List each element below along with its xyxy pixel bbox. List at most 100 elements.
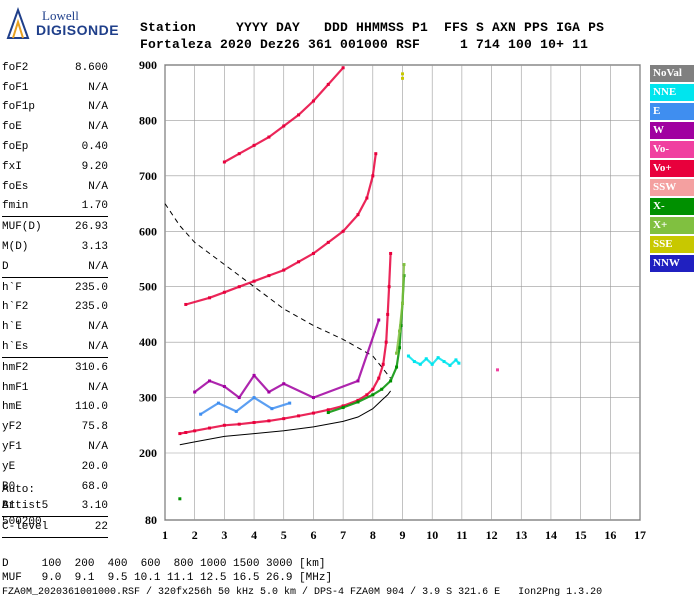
data-point xyxy=(371,393,375,397)
param-label: yF1 xyxy=(2,441,22,454)
param-value: 20.0 xyxy=(81,460,108,473)
logo-line2: DIGISONDE xyxy=(36,22,120,38)
param-value: 0.40 xyxy=(81,141,108,154)
y-tick-label: 300 xyxy=(139,391,157,405)
param-label: M(D) xyxy=(2,241,29,254)
data-point xyxy=(282,417,286,421)
x-tick-label: 11 xyxy=(456,528,467,542)
param-label: D xyxy=(2,260,9,273)
data-point xyxy=(193,429,197,433)
param-value: 68.0 xyxy=(81,480,108,493)
param-label: hmF1 xyxy=(2,381,29,394)
x-tick-label: 4 xyxy=(251,528,257,542)
data-point xyxy=(252,143,256,147)
data-point xyxy=(311,396,315,400)
param-label: C-level xyxy=(2,521,49,534)
data-point xyxy=(442,360,446,364)
data-point xyxy=(356,400,360,404)
data-point xyxy=(311,99,315,103)
param-row: fxI 9.20 xyxy=(2,157,108,177)
legend-item: NoVal xyxy=(650,65,694,82)
series-trace xyxy=(407,355,460,367)
data-point xyxy=(412,360,416,364)
param-label: foEs xyxy=(2,180,29,193)
data-point xyxy=(184,430,188,434)
data-point xyxy=(341,229,345,233)
data-point xyxy=(371,387,375,391)
param-row: foEp 0.40 xyxy=(2,137,108,157)
series-trace xyxy=(395,264,406,354)
data-point xyxy=(401,301,404,305)
y-tick-label: 600 xyxy=(139,224,157,238)
y-tick-label: 80 xyxy=(145,513,157,527)
x-tick-label: 8 xyxy=(370,528,376,542)
data-point xyxy=(311,251,315,255)
param-label: B0 xyxy=(2,480,16,493)
data-point xyxy=(381,362,385,366)
data-point xyxy=(398,329,402,333)
param-label: hmF2 xyxy=(2,361,29,374)
artist-label: Artist5 xyxy=(2,500,49,512)
x-tick-label: 7 xyxy=(340,528,346,542)
data-point xyxy=(222,423,226,427)
data-point xyxy=(208,296,212,300)
param-label: yE xyxy=(2,460,16,473)
param-value: 8.600 xyxy=(74,61,108,74)
data-point xyxy=(178,497,182,501)
legend-item: NNW xyxy=(650,255,694,272)
data-point xyxy=(193,390,197,394)
x-tick-label: 9 xyxy=(400,528,406,542)
data-point xyxy=(424,357,428,361)
x-tick-label: 14 xyxy=(545,528,557,542)
param-label: foEp xyxy=(2,141,29,154)
param-label: yF2 xyxy=(2,421,22,434)
x-tick-label: 5 xyxy=(281,528,287,542)
y-tick-label: 700 xyxy=(139,169,157,183)
data-point xyxy=(297,113,301,117)
data-point xyxy=(311,411,315,415)
param-value: 26.93 xyxy=(74,221,108,234)
param-label: MUF(D) xyxy=(2,221,42,234)
legend-item: X+ xyxy=(650,217,694,234)
data-point xyxy=(418,362,422,366)
param-label: h`F2 xyxy=(2,301,29,314)
data-point xyxy=(365,196,369,200)
data-point xyxy=(402,263,406,267)
data-point xyxy=(377,318,381,322)
x-tick-label: 2 xyxy=(192,528,198,542)
param-row: h`F2 235.0 xyxy=(2,298,108,318)
data-point xyxy=(267,419,271,423)
param-label: foF1p xyxy=(2,101,36,114)
series-trace xyxy=(185,153,377,306)
data-point xyxy=(430,362,434,366)
param-value: N/A xyxy=(88,381,108,394)
data-point xyxy=(208,426,212,430)
data-point xyxy=(454,358,458,362)
x-tick-label: 17 xyxy=(634,528,646,542)
data-point xyxy=(380,387,384,391)
x-tick-label: 16 xyxy=(604,528,616,542)
param-value: 75.8 xyxy=(81,421,108,434)
y-tick-label: 900 xyxy=(139,58,157,72)
param-value: N/A xyxy=(88,121,108,134)
data-point xyxy=(326,408,330,412)
y-tick-label: 800 xyxy=(139,113,157,127)
param-label: foF2 xyxy=(2,61,29,74)
data-point xyxy=(387,285,391,289)
data-point xyxy=(436,356,440,360)
param-value: N/A xyxy=(88,260,108,273)
y-tick-label: 200 xyxy=(139,446,157,460)
data-point xyxy=(237,152,241,156)
series-trace xyxy=(179,253,392,435)
param-value: 3.13 xyxy=(81,241,108,254)
data-point xyxy=(398,346,402,350)
param-value: N/A xyxy=(88,180,108,193)
data-point xyxy=(267,135,271,139)
data-point xyxy=(326,411,330,415)
param-row: foEs N/A xyxy=(2,177,108,197)
data-point xyxy=(282,124,286,128)
data-point xyxy=(234,409,238,413)
logo-mark-icon xyxy=(6,7,30,39)
data-point xyxy=(297,414,301,418)
